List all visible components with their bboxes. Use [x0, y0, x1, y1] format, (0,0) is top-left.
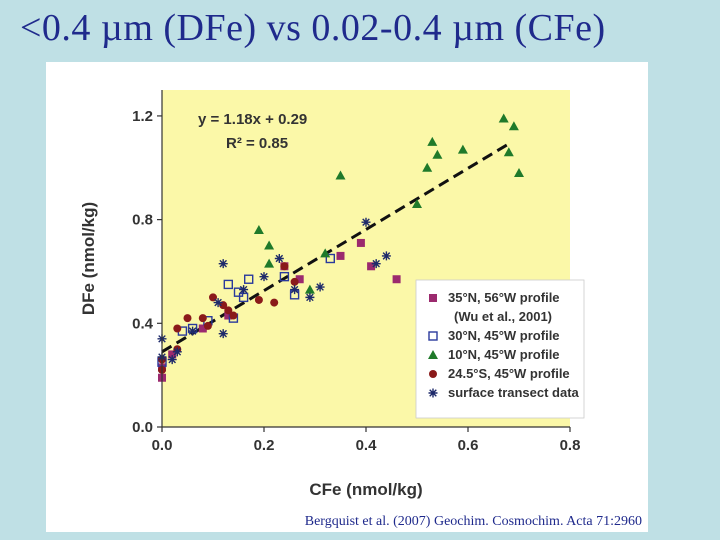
data-point	[213, 298, 223, 308]
data-point	[198, 324, 207, 333]
y-tick-label: 0.8	[132, 212, 153, 229]
legend: 35°N, 56°W profile (Wu et al., 2001) 30°N,…	[415, 279, 585, 419]
data-point	[173, 324, 182, 333]
data-point	[183, 314, 192, 323]
data-point	[259, 272, 269, 282]
data-point	[514, 167, 524, 177]
data-point	[253, 224, 264, 234]
data-point	[198, 314, 207, 323]
data-point	[280, 262, 289, 271]
data-point	[233, 287, 244, 297]
data-point	[336, 251, 345, 260]
figure-panel: 0.0 0.2 0.4 0.6 0.8 0.0 0.4 0.8 1.2 35°N, 56°W p…	[46, 62, 648, 532]
data-point	[315, 282, 325, 292]
legend-marker	[428, 331, 438, 341]
data-point	[168, 350, 177, 359]
data-point	[172, 347, 182, 357]
x-tick-label: 0.6	[458, 437, 479, 454]
legend-entry-line2: (Wu et al., 2001)	[454, 309, 552, 324]
data-point	[264, 258, 275, 268]
legend-entry: 24.5°S, 45°W profile	[448, 366, 570, 381]
x-tick-label: 0.4	[356, 437, 378, 454]
x-tick-label: 0.0	[152, 437, 173, 454]
series-2	[253, 113, 524, 294]
legend-entry: surface transect data	[448, 385, 580, 400]
citation: Bergquist et al. (2007) Geochim. Cosmoch…	[304, 514, 642, 529]
x-axis-label: CFe (nmol/kg)	[309, 480, 422, 499]
data-point	[243, 274, 254, 284]
data-point	[274, 254, 284, 263]
data-point	[218, 259, 228, 269]
data-point	[367, 262, 376, 271]
data-point	[371, 259, 381, 269]
data-point	[356, 238, 365, 247]
data-point	[361, 217, 371, 227]
legend-entry: 30°N, 45°W profile	[448, 328, 560, 343]
x-tick-label: 0.2	[254, 437, 275, 454]
axes-layer: 0.0 0.2 0.4 0.6 0.8 0.0 0.4 0.8 1.2	[132, 90, 580, 454]
data-point	[432, 149, 443, 159]
y-tick-label: 0.4	[132, 315, 154, 332]
data-point	[254, 295, 263, 304]
legend-marker	[428, 350, 438, 359]
data-point	[498, 113, 509, 123]
data-point	[325, 253, 335, 264]
data-point	[503, 147, 514, 157]
data-point	[427, 136, 438, 146]
legend-marker	[428, 388, 438, 398]
data-point	[412, 199, 422, 209]
legend-entry: 35°N, 56°W profile	[448, 290, 560, 305]
legend-marker	[429, 294, 437, 302]
x-tick-label: 0.8	[560, 437, 581, 454]
data-point	[320, 248, 331, 258]
data-point	[279, 271, 290, 282]
data-point	[188, 326, 198, 336]
data-point	[335, 170, 346, 180]
data-point	[203, 321, 212, 330]
data-point	[167, 355, 177, 365]
data-point	[239, 285, 249, 295]
data-point	[508, 121, 519, 131]
data-point	[290, 277, 299, 286]
y-tick-label: 1.2	[132, 108, 153, 125]
slide-title: <0.4 µm (DFe) vs 0.02-0.4 µm (CFe)	[20, 7, 606, 49]
data-point	[290, 285, 300, 295]
data-point	[422, 162, 433, 172]
data-point	[224, 306, 233, 315]
data-point	[457, 144, 468, 154]
data-point	[218, 329, 228, 339]
data-point	[224, 311, 233, 320]
data-point	[223, 279, 234, 290]
data-point	[270, 298, 279, 307]
data-point	[304, 284, 315, 294]
series-1	[157, 253, 335, 367]
data-point	[305, 292, 315, 302]
r-squared-annotation: R² = 0.85	[226, 135, 288, 152]
data-point	[295, 275, 304, 284]
data-point	[381, 251, 391, 261]
y-tick-label: 0.0	[132, 419, 153, 436]
data-point	[229, 311, 238, 320]
legend-box	[415, 279, 585, 419]
scatter-chart: 0.0 0.2 0.4 0.6 0.8 0.0 0.4 0.8 1.2 35°N, 56°W p…	[79, 90, 585, 499]
legend-entry: 10°N, 45°W profile	[448, 347, 560, 362]
y-axis-label: DFe (nmol/kg)	[79, 202, 98, 315]
data-point	[264, 240, 275, 250]
fit-equation-annotation: y = 1.18x + 0.29	[198, 111, 307, 128]
data-point	[392, 275, 401, 284]
legend-marker	[429, 370, 437, 378]
